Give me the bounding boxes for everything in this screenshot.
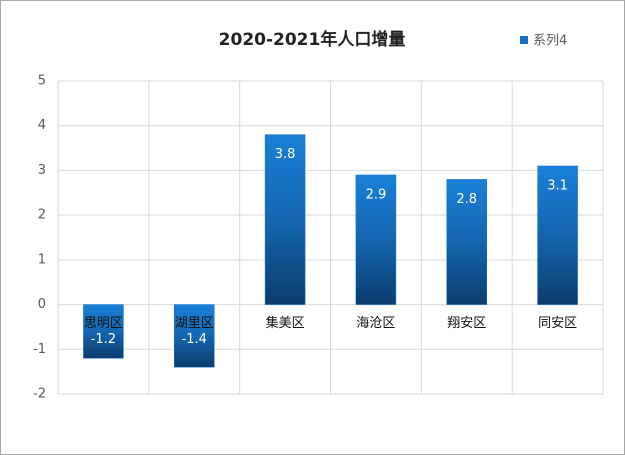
y-tick-label: 4 <box>38 118 46 133</box>
bar <box>537 165 578 305</box>
legend-swatch <box>520 36 528 44</box>
value-label: 3.1 <box>547 178 568 193</box>
value-label: 3.8 <box>275 147 296 162</box>
x-tick-label: 集美区 <box>266 315 305 331</box>
value-label: -1.2 <box>91 332 116 347</box>
value-label: 2.8 <box>456 192 477 207</box>
value-label: 2.9 <box>366 187 387 202</box>
x-tick-label: 同安区 <box>538 316 577 331</box>
y-tick-label: 3 <box>38 163 46 178</box>
y-tick-label: 1 <box>38 252 46 267</box>
bar <box>264 134 306 305</box>
bar <box>174 304 215 368</box>
y-tick-label: -1 <box>33 342 46 357</box>
value-label: -1.4 <box>182 332 207 347</box>
y-tick-label: 0 <box>38 297 46 312</box>
legend-label: 系列4 <box>533 34 567 49</box>
bar <box>355 174 397 305</box>
y-tick-label: 5 <box>38 74 46 89</box>
bar <box>446 179 487 305</box>
bar <box>83 304 124 359</box>
chart-title: 2020-2021年人口增量 <box>219 29 406 50</box>
y-tick-label: -2 <box>33 387 46 402</box>
x-tick-label: 海沧区 <box>356 315 395 331</box>
x-tick-label: 思明区 <box>84 316 123 331</box>
x-tick-label: 翔安区 <box>447 316 486 331</box>
y-tick-label: 2 <box>38 208 46 223</box>
x-tick-label: 湖里区 <box>175 316 214 331</box>
